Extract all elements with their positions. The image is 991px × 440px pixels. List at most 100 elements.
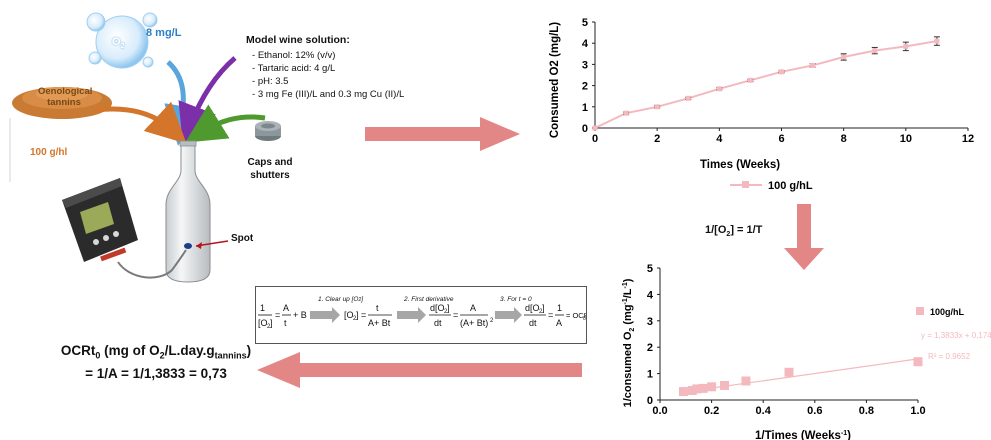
inverse-transform-label: 1/[O2] = 1/T — [705, 224, 763, 239]
ocr-result-line1: OCRt0 (mg of O2/L.day.gtannins) — [60, 343, 252, 361]
x-tick-label: 0.4 — [756, 405, 772, 417]
svg-text:A: A — [470, 303, 476, 313]
svg-text:[O: [O — [258, 318, 268, 328]
wine-item: pH: 3.5 — [252, 75, 404, 88]
chart1-xlabel: Times (Weeks) — [700, 159, 780, 171]
sensor-spot-icon — [184, 243, 192, 249]
fiber-cable — [117, 249, 187, 279]
chart1-axes — [594, 22, 968, 129]
chart2-series — [678, 357, 923, 397]
chart2-legend-marker — [916, 307, 924, 315]
setup-illustration — [9, 12, 281, 283]
tannins-dose: 100 g/hl — [30, 147, 68, 158]
x-tick-label: 0.2 — [704, 405, 719, 417]
y-tick-label: 5 — [647, 263, 653, 275]
trend-equation: y = 1,3833x + 0,1744 — [921, 331, 991, 340]
data-point — [741, 376, 751, 386]
data-point — [720, 380, 729, 390]
x-tick-label: 0 — [592, 133, 598, 145]
derivation-equations: 1[O 2] = At + B 1. Clear up [O2] [O 2] = t… — [258, 296, 592, 330]
data-point — [692, 384, 702, 394]
y-tick-label: 1 — [647, 369, 653, 381]
y-tick-label: 1 — [582, 102, 588, 114]
chart2-ylabel: 1/consumed O2 (mg-1/L-1) — [622, 278, 636, 407]
svg-text:A: A — [283, 303, 289, 313]
svg-text:t: t — [376, 303, 379, 313]
y-tick-label: 0 — [647, 395, 653, 407]
data-point — [698, 383, 708, 393]
chart1-legend: 100 g/hL — [730, 180, 813, 192]
svg-text:(A+ Bt): (A+ Bt) — [460, 318, 488, 328]
o2-symbol: O2 — [112, 36, 125, 51]
o2-concentration: 8 mg/L — [146, 27, 182, 39]
y-tick-label: 3 — [647, 316, 653, 328]
x-tick-label: 8 — [841, 133, 847, 145]
svg-text:1: 1 — [557, 303, 562, 313]
svg-text:A+ Bt: A+ Bt — [368, 318, 391, 328]
chart2-axes — [659, 268, 918, 401]
x-tick-label: 1.0 — [910, 405, 925, 417]
svg-text:d[O: d[O — [525, 303, 540, 313]
data-point — [784, 367, 794, 377]
caps-arrow — [185, 104, 266, 143]
y-tick-label: 2 — [582, 81, 588, 93]
x-tick-label: 4 — [716, 133, 723, 145]
svg-text:1. Clear up [O2]: 1. Clear up [O2] — [318, 296, 363, 303]
chart1-legend-label: 100 g/hL — [768, 180, 813, 192]
chart2-legend: 100g/hL — [916, 307, 965, 317]
data-point — [592, 125, 598, 131]
tannins-label: Oenological tannins — [38, 86, 93, 108]
caps-label: Caps and shutters — [247, 157, 293, 181]
x-tick-label: 2 — [654, 133, 660, 145]
chart1-series — [592, 36, 940, 131]
y-tick-label: 3 — [582, 59, 588, 71]
y-tick-label: 4 — [647, 289, 654, 301]
oxygen-bubbles-icon — [86, 12, 158, 69]
x-tick-label: 6 — [778, 133, 784, 145]
data-point — [913, 357, 923, 367]
svg-text:= OCRt: = OCRt — [566, 311, 586, 320]
wine-composition-list: Ethanol: 12% (v/v) Tartaric acid: 4 g/L … — [252, 49, 405, 101]
svg-text:[O: [O — [344, 310, 354, 320]
svg-text:]: ] — [447, 303, 450, 313]
data-point — [685, 95, 691, 101]
data-point — [678, 387, 688, 397]
data-point — [687, 385, 697, 395]
y-tick-label: 5 — [582, 17, 588, 29]
svg-text:1: 1 — [260, 303, 265, 313]
tannin-powder-icon — [12, 87, 112, 119]
x-tick-label: 0.6 — [807, 405, 822, 417]
x-tick-label: 12 — [962, 133, 974, 145]
chart2-xlabel: 1/Times (Weeks-1) — [755, 430, 851, 440]
wine-item: Tartaric acid: 4 g/L — [252, 62, 404, 75]
data-point — [623, 110, 629, 116]
y-tick-label: 4 — [582, 38, 589, 50]
ocr-result: OCRt0 (mg of O2/L.day.gtannins) = 1/A = … — [40, 342, 272, 382]
y-tick-label: 0 — [582, 123, 588, 135]
data-point — [903, 43, 909, 49]
svg-text:2: 2 — [539, 309, 543, 315]
x-tick-label: 0.8 — [859, 405, 874, 417]
arrow-left — [257, 352, 582, 388]
svg-text:=: = — [453, 310, 458, 320]
r-squared: R² = 0.9652 — [928, 352, 971, 361]
tannins-arrow — [94, 101, 187, 144]
spot-label: Spot — [231, 233, 254, 244]
oxygen-meter-icon — [62, 178, 138, 262]
data-point — [747, 77, 753, 83]
svg-text:3. For t = 0: 3. For t = 0 — [500, 296, 532, 303]
svg-text:dt: dt — [434, 318, 442, 328]
data-point — [934, 38, 940, 44]
arrow-down — [784, 204, 824, 270]
data-point — [716, 86, 722, 92]
svg-text:A: A — [556, 318, 562, 328]
x-tick-label: 0.0 — [652, 405, 667, 417]
svg-text:]: ] — [542, 303, 545, 313]
svg-text:2: 2 — [444, 309, 448, 315]
data-point — [654, 104, 660, 110]
cap-icon — [255, 121, 281, 141]
svg-text:]: ] — [270, 318, 273, 328]
